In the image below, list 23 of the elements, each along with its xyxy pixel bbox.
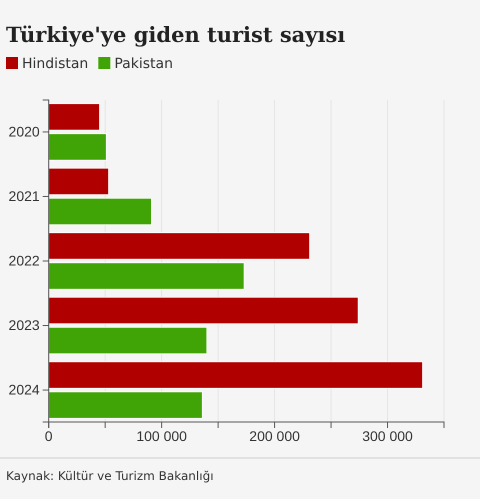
bar <box>48 262 244 290</box>
bar <box>48 296 359 324</box>
bar <box>48 326 208 354</box>
bar <box>48 361 423 389</box>
bar <box>48 232 310 260</box>
y-tick-label: 2023 <box>8 317 40 334</box>
bar <box>48 198 152 226</box>
x-tick-label: 0 <box>44 428 53 444</box>
bar <box>48 103 100 131</box>
legend-label: Hindistan <box>22 56 88 72</box>
y-tick-label: 2024 <box>8 382 40 398</box>
bar <box>48 133 107 161</box>
x-tick-label: 300 000 <box>362 428 414 444</box>
legend-label: Pakistan <box>114 56 173 72</box>
bar <box>48 168 109 196</box>
x-tick-label: 100 000 <box>136 428 188 444</box>
text: Kaynak: Kültür ve Turizm Bakanlığı <box>6 469 214 483</box>
bar <box>48 391 203 419</box>
y-tick-label: 2020 <box>8 123 40 140</box>
x-tick-label: 200 000 <box>249 428 300 444</box>
y-tick-label: 2022 <box>8 252 40 268</box>
chart-title: Türkiye'ye giden turist sayısı <box>6 22 346 47</box>
y-tick-label: 2021 <box>8 188 40 204</box>
